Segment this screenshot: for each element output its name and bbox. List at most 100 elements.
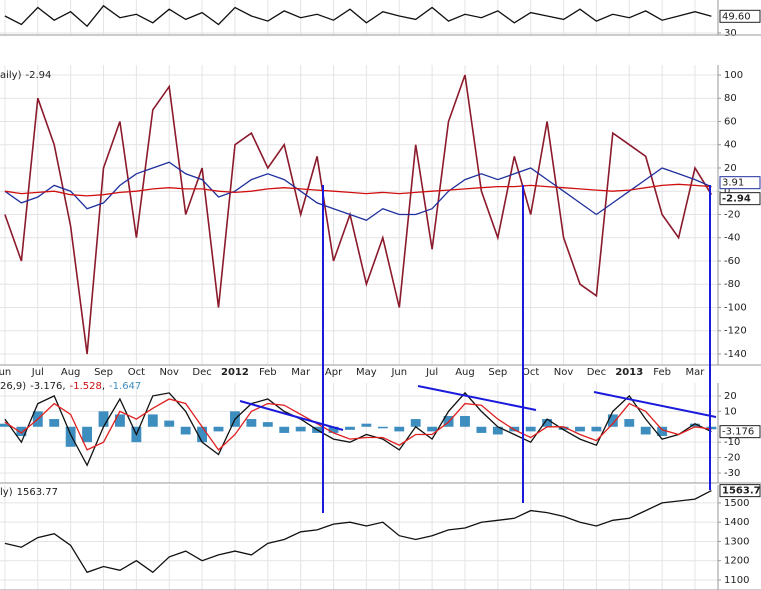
panel xyxy=(0,65,718,365)
histogram-bar xyxy=(361,423,372,427)
histogram-bar xyxy=(476,426,487,433)
histogram-bar xyxy=(525,426,536,432)
histogram-bar xyxy=(246,419,257,427)
header-value: -3.176 xyxy=(30,381,62,392)
histogram-bar xyxy=(49,419,60,427)
panel-header: ly) 1563.77 xyxy=(0,487,58,498)
histogram-bar xyxy=(377,426,388,429)
y-tick-label: -120 xyxy=(724,326,747,337)
y-tick-label: 1200 xyxy=(724,556,749,567)
histogram-bar xyxy=(492,426,503,435)
histogram-bar xyxy=(98,411,109,427)
value-label: 3.91 xyxy=(722,178,744,189)
histogram-bar xyxy=(197,426,208,443)
y-tick-label: 0 xyxy=(724,186,730,197)
y-tick-label: -40 xyxy=(724,233,740,244)
value-box xyxy=(719,176,761,190)
trend-line xyxy=(239,400,344,431)
y-tick-label: 1400 xyxy=(724,517,749,528)
histogram-bar xyxy=(460,415,470,427)
histogram-bar xyxy=(591,426,602,432)
y-tick-label: 20 xyxy=(724,163,737,174)
histogram-bar xyxy=(706,426,717,430)
panel xyxy=(0,383,718,483)
histogram-bar xyxy=(575,426,585,432)
x-tick-label: Feb xyxy=(653,367,671,378)
histogram-bar xyxy=(0,423,10,427)
x-tick-label: Oct xyxy=(128,367,145,378)
histogram-bar xyxy=(558,426,569,430)
histogram-bar xyxy=(657,426,668,437)
y-tick-label: -80 xyxy=(724,279,740,290)
y-tick-label: -140 xyxy=(724,349,747,360)
x-tick-label: Mar xyxy=(686,367,706,378)
header-title: 26,9) xyxy=(0,381,26,392)
y-tick-label: -20 xyxy=(724,453,740,464)
line-series xyxy=(4,398,712,451)
y-tick-label: 80 xyxy=(724,93,737,104)
histogram-bar xyxy=(65,426,76,447)
histogram-bar xyxy=(640,426,651,435)
value-box xyxy=(719,425,761,439)
y-tick-label: 1100 xyxy=(724,575,749,586)
histogram-bar xyxy=(115,414,125,427)
y-tick-label: -20 xyxy=(724,209,740,220)
x-tick-label: Jul xyxy=(31,367,44,378)
x-tick-label: Nov xyxy=(159,367,179,378)
line-series xyxy=(4,4,712,28)
histogram-bar xyxy=(345,426,355,430)
histogram-bar xyxy=(328,426,339,433)
y-tick-label: 30 xyxy=(724,28,737,39)
value-label: 1563.77 xyxy=(722,486,761,497)
value-box xyxy=(719,192,761,206)
y-tick-label: -100 xyxy=(724,302,747,313)
x-tick-label: Dec xyxy=(587,367,606,378)
x-tick-label: Aug xyxy=(61,367,81,378)
panel xyxy=(0,0,718,35)
y-tick-label: 60 xyxy=(724,116,737,127)
trend-line xyxy=(593,391,717,418)
header-value: -1.647 xyxy=(109,381,141,392)
panel-header: aily) -2.94 xyxy=(0,70,51,81)
y-tick-label: 10 xyxy=(724,406,737,417)
histogram-bar xyxy=(16,426,27,437)
header-value: -1.528 xyxy=(70,381,102,392)
header-value: 1563.77 xyxy=(17,487,58,498)
separator: , xyxy=(62,381,65,392)
x-tick-label: Jul xyxy=(425,367,438,378)
value-box xyxy=(719,484,761,498)
x-tick-label: 2012 xyxy=(221,367,249,378)
header-value: -2.94 xyxy=(26,70,52,81)
line-series xyxy=(4,490,712,574)
trend-line xyxy=(417,385,537,411)
x-tick-label: May xyxy=(356,367,377,378)
histogram-bar xyxy=(180,426,191,435)
y-tick-label: 40 xyxy=(724,140,737,151)
x-tick-label: Aug xyxy=(455,367,475,378)
panel-header: 26,9) -3.176, -1.528, -1.647 xyxy=(0,381,141,392)
x-tick-label: Mar xyxy=(291,367,311,378)
histogram-bar xyxy=(164,420,175,427)
line-series xyxy=(4,161,712,222)
value-label: 49.60 xyxy=(722,11,751,22)
x-tick-label: Nov xyxy=(554,367,574,378)
x-tick-label: Feb xyxy=(259,367,277,378)
histogram-bar xyxy=(394,426,405,432)
histogram-bar xyxy=(279,426,290,433)
line-series xyxy=(4,74,713,355)
value-box xyxy=(719,9,761,23)
x-tick-label: Oct xyxy=(522,367,539,378)
separator: , xyxy=(102,381,105,392)
x-tick-label: Apr xyxy=(325,367,343,378)
value-label: -3.176 xyxy=(722,427,754,438)
histogram-bar xyxy=(213,426,224,432)
histogram-bar xyxy=(624,419,635,427)
histogram-bar xyxy=(607,414,618,427)
annotations xyxy=(239,185,717,513)
y-tick-label: 1300 xyxy=(724,536,749,547)
histogram-bar xyxy=(147,414,158,427)
value-label: -2.94 xyxy=(722,194,751,205)
